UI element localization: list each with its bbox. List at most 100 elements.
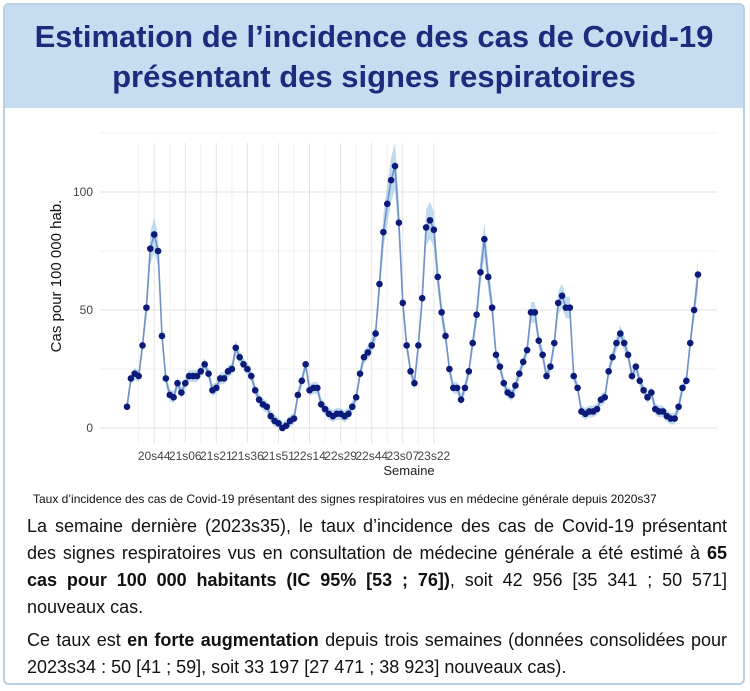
data-point bbox=[671, 415, 678, 422]
y-tick-label: 0 bbox=[86, 421, 93, 435]
data-point bbox=[415, 342, 422, 349]
data-point bbox=[519, 358, 527, 366]
data-point bbox=[558, 292, 566, 300]
data-point bbox=[617, 330, 624, 337]
data-point bbox=[422, 224, 430, 231]
data-point bbox=[317, 401, 325, 408]
data-point bbox=[282, 422, 290, 429]
data-point bbox=[298, 377, 306, 385]
x-axis-label: Semaine bbox=[383, 463, 434, 478]
data-point bbox=[434, 273, 442, 281]
x-tick-label: 22s29 bbox=[324, 449, 357, 463]
data-point bbox=[481, 235, 488, 243]
data-point bbox=[446, 365, 453, 373]
data-point bbox=[465, 368, 473, 375]
data-point bbox=[244, 365, 251, 373]
data-point bbox=[636, 377, 644, 385]
data-point bbox=[453, 384, 461, 392]
title-line-2: présentant des signes respiratoires bbox=[112, 59, 636, 94]
data-point bbox=[690, 306, 698, 314]
data-point bbox=[139, 342, 146, 349]
data-point bbox=[407, 368, 414, 375]
para2-highlight: en forte augmentation bbox=[127, 630, 319, 650]
data-point bbox=[383, 200, 391, 208]
data-point bbox=[488, 304, 496, 311]
data-point bbox=[648, 389, 655, 396]
para2-text-end: depuis trois semaines (données consolidé… bbox=[27, 630, 727, 677]
data-point bbox=[201, 360, 208, 368]
data-point bbox=[624, 351, 632, 359]
data-point bbox=[364, 349, 372, 356]
data-point bbox=[570, 372, 578, 380]
data-point bbox=[566, 304, 574, 311]
x-tick-label: 21s06 bbox=[169, 449, 202, 463]
data-point bbox=[240, 360, 247, 368]
data-point bbox=[193, 372, 201, 380]
data-point bbox=[290, 415, 298, 422]
data-point bbox=[679, 384, 686, 392]
data-point bbox=[352, 394, 360, 401]
data-point bbox=[554, 299, 562, 307]
data-point bbox=[601, 394, 609, 401]
x-tick-label: 21s21 bbox=[200, 449, 233, 463]
data-point bbox=[438, 309, 445, 316]
chart-area: 0 50 100 20s44 21s06 21s21 21s36 21s51 22s14 22s2… bbox=[5, 108, 743, 485]
x-tick-label: 23s22 bbox=[418, 449, 451, 463]
data-point bbox=[496, 363, 504, 370]
data-point bbox=[531, 309, 539, 316]
series-points bbox=[123, 162, 702, 432]
data-point bbox=[275, 419, 282, 427]
data-point bbox=[391, 162, 399, 170]
data-point bbox=[492, 351, 500, 359]
data-point bbox=[294, 391, 302, 399]
data-point bbox=[247, 372, 255, 380]
data-point bbox=[356, 370, 364, 378]
data-point bbox=[469, 339, 477, 347]
x-tick-label: 21s36 bbox=[231, 449, 264, 463]
info-card: Estimation de l’incidence des cas de Cov… bbox=[3, 3, 745, 685]
grid bbox=[100, 132, 717, 443]
data-point bbox=[550, 339, 558, 347]
data-point bbox=[508, 391, 515, 399]
data-point bbox=[123, 403, 131, 411]
data-point bbox=[613, 339, 620, 347]
data-point bbox=[232, 344, 240, 352]
data-point bbox=[376, 280, 383, 288]
header-banner: Estimation de l’incidence des cas de Cov… bbox=[5, 5, 743, 108]
data-point bbox=[348, 403, 356, 411]
data-point bbox=[442, 332, 449, 340]
data-point bbox=[205, 370, 212, 378]
data-point bbox=[574, 384, 581, 392]
data-point bbox=[547, 363, 554, 370]
data-point bbox=[628, 372, 636, 380]
data-point bbox=[543, 372, 550, 380]
data-point bbox=[403, 342, 410, 349]
data-point bbox=[461, 384, 469, 392]
data-point bbox=[539, 351, 546, 359]
y-tick-label: 100 bbox=[73, 185, 93, 199]
data-point bbox=[380, 228, 387, 236]
para2-text: Ce taux est bbox=[27, 630, 128, 650]
data-point bbox=[593, 405, 601, 413]
data-point bbox=[360, 353, 368, 361]
data-point bbox=[484, 273, 492, 281]
data-point bbox=[694, 271, 702, 278]
axes: 0 50 100 20s4421s0621s2121s3621s5122s1422s2… bbox=[73, 185, 451, 463]
data-point bbox=[640, 386, 647, 394]
data-point bbox=[135, 372, 142, 380]
x-tick-label: 20s44 bbox=[138, 449, 171, 463]
data-point bbox=[675, 403, 682, 411]
data-point bbox=[236, 353, 243, 361]
data-point bbox=[418, 294, 426, 302]
x-tick-label: 22s44 bbox=[355, 449, 388, 463]
data-point bbox=[143, 304, 150, 311]
data-point bbox=[170, 394, 177, 401]
data-point bbox=[426, 217, 434, 224]
data-point bbox=[395, 219, 403, 226]
y-axis-label: Cas pour 100 000 hab. bbox=[48, 200, 65, 353]
data-point bbox=[147, 245, 154, 252]
data-point bbox=[686, 339, 694, 347]
data-point bbox=[683, 377, 690, 385]
data-point bbox=[251, 386, 259, 394]
data-point bbox=[158, 332, 166, 340]
